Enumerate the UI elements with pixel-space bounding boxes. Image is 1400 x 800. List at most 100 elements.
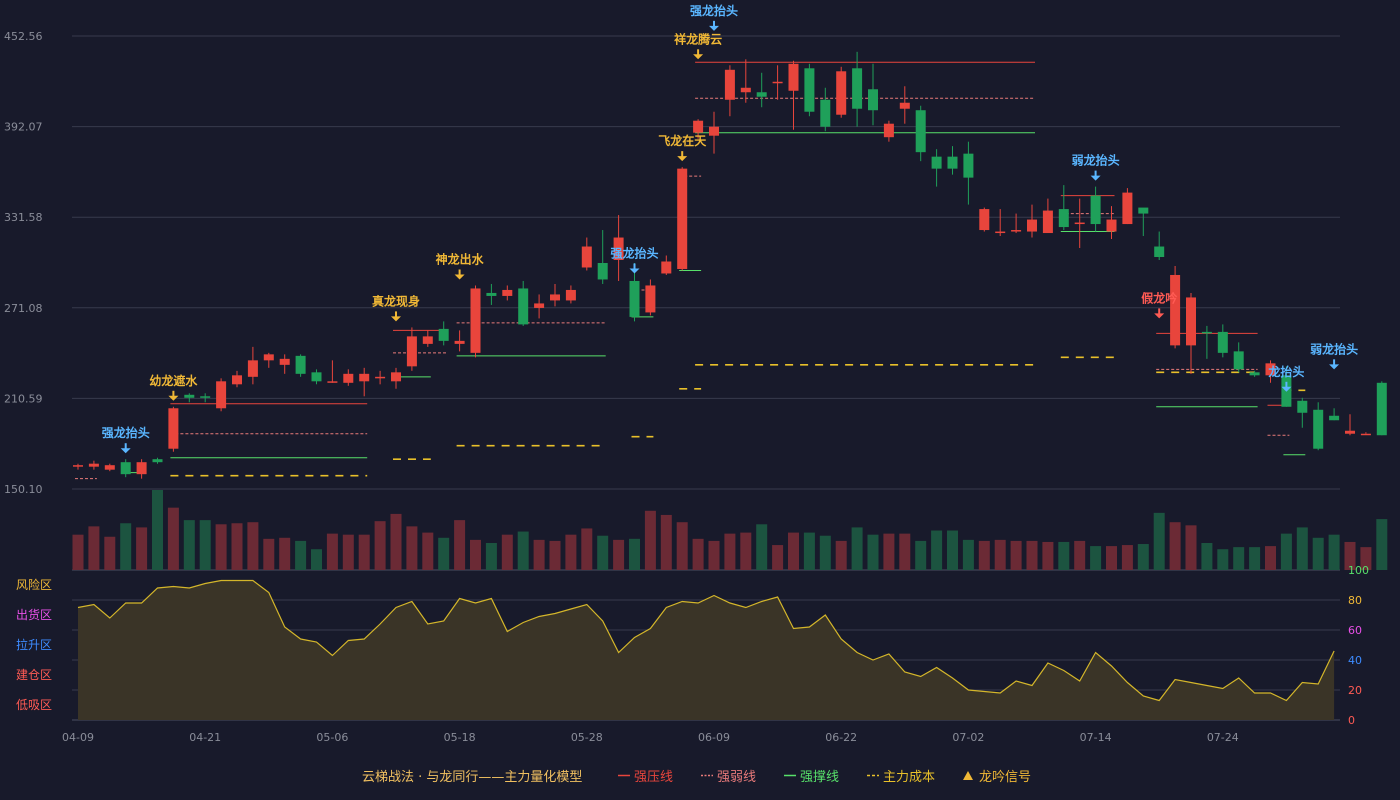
candle-body (1011, 230, 1022, 232)
volume-bar (311, 549, 322, 570)
line-layer (75, 61, 1306, 480)
candle-body (661, 261, 672, 274)
risk-tick-label: 0 (1348, 714, 1355, 727)
candle-body (534, 303, 545, 308)
risk-zone-label: 低吸区 (16, 698, 52, 712)
signal-label: 祥龙腾云 (674, 31, 722, 46)
volume-bar (1280, 533, 1292, 570)
candle-body (120, 462, 131, 475)
candle-body (200, 396, 211, 398)
candle-body (406, 336, 417, 367)
volume-bar (803, 532, 815, 570)
candle-body (1138, 207, 1149, 214)
volume-bar (1106, 546, 1117, 570)
signal-label: 飞龙在天 (658, 133, 707, 148)
volume-bar (517, 531, 529, 570)
volume-bar (1026, 540, 1038, 570)
candle-body (343, 373, 354, 383)
date-tick-label: 07-02 (952, 731, 984, 744)
volume-bar (104, 536, 116, 570)
candle-body (454, 340, 465, 344)
candle-body (502, 289, 513, 296)
volume-bar (470, 539, 481, 570)
signal-arrow-icon (1281, 386, 1292, 392)
volume-bar (549, 540, 561, 570)
legend-item-label: 强撑线 (800, 770, 839, 785)
candle-body (724, 69, 735, 100)
volume-bar (1074, 540, 1086, 570)
volume-bar (263, 538, 275, 570)
volume-bar (1296, 527, 1308, 570)
volume-bar (1058, 541, 1070, 570)
volume-bar (644, 510, 656, 570)
candle-body (136, 462, 147, 475)
risk-tick-label: 80 (1348, 594, 1362, 607)
risk-zone-label: 风险区 (16, 577, 52, 592)
legend-item-label: 强压线 (634, 770, 673, 785)
volume-bar (819, 535, 831, 570)
signal-label: 龙抬头 (1268, 364, 1304, 379)
candle-body (581, 246, 592, 268)
candle-body (295, 355, 306, 374)
volume-bar (1233, 547, 1245, 570)
legend-item-label: 龙吟信号 (979, 769, 1031, 785)
chart-legend: 云梯战法 · 与龙同行——主力量化模型 强压线 强弱线 强撑线 主力成本 龙吟信号 (362, 769, 1031, 785)
candle-body (216, 381, 227, 409)
volume-bar (565, 534, 577, 570)
signal-arrow-icon (709, 25, 719, 31)
volume-bar (88, 526, 100, 570)
volume-bar (374, 521, 386, 570)
signal-arrow-icon (454, 274, 465, 280)
candle-layer (73, 51, 1387, 479)
candle-body (693, 120, 704, 133)
volume-layer (72, 490, 1388, 570)
volume-bar (72, 534, 84, 570)
volume-bar (501, 534, 513, 570)
date-tick-label: 04-21 (189, 731, 221, 744)
volume-bar (1249, 547, 1261, 570)
risk-line (77, 579, 1335, 702)
candle-body (1186, 297, 1196, 346)
signal-label: 强龙抬头 (690, 3, 738, 18)
volume-bar (1137, 544, 1149, 570)
volume-bar (1153, 512, 1165, 570)
candle-body (565, 289, 576, 301)
candle-body (438, 328, 449, 341)
legend-triangle-icon (963, 771, 973, 780)
risk-tick-label: 60 (1348, 624, 1362, 637)
volume-bar (756, 524, 768, 570)
volume-bar (199, 520, 211, 570)
volume-bar (724, 533, 736, 570)
candle-body (740, 87, 751, 93)
volume-bar (152, 490, 163, 570)
volume-bar (597, 535, 609, 570)
risk-zone-label: 出货区 (16, 607, 52, 622)
candle-body (152, 459, 163, 463)
candle-body (1106, 219, 1117, 232)
candle-body (263, 354, 274, 361)
candle-body (422, 336, 433, 344)
volume-bar (835, 540, 847, 570)
candle-body (756, 92, 767, 97)
legend-model-title: 云梯战法 · 与龙同行——主力量化模型 (362, 770, 582, 785)
volume-bar (1201, 542, 1213, 570)
candle-body (709, 126, 719, 136)
volume-bar (1328, 534, 1340, 570)
candle-body (1360, 433, 1371, 436)
candle-body (1122, 192, 1133, 225)
candle-body (995, 231, 1006, 234)
volume-bar (438, 537, 450, 570)
volume-bar (390, 513, 402, 570)
signal-arrow-icon (1154, 313, 1165, 319)
signal-arrow-icon (693, 54, 704, 60)
signal-arrow-icon (168, 395, 179, 401)
volume-bar (899, 533, 911, 570)
risk-tick-label: 40 (1348, 654, 1362, 667)
candle-body (1170, 274, 1181, 346)
signal-label: 幼龙遮水 (149, 373, 198, 388)
volume-bar (454, 520, 466, 570)
candle-body (73, 465, 83, 467)
risk-zone-label: 拉升区 (16, 637, 52, 652)
risk-zone-label: 建仓区 (16, 668, 52, 682)
candle-body (772, 81, 783, 84)
